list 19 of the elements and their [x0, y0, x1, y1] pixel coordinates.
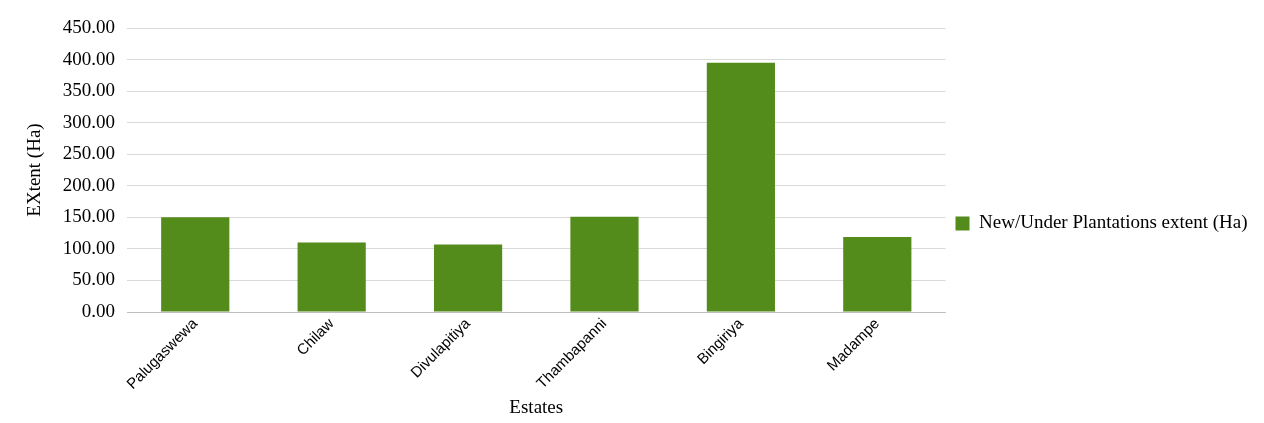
bar	[161, 217, 230, 312]
bar	[570, 216, 639, 312]
y-tick-label: 100.00	[62, 236, 116, 258]
y-tick-label: 450.00	[62, 15, 116, 37]
y-tick-label: 0.00	[81, 300, 116, 322]
bar	[843, 236, 912, 312]
bar	[433, 244, 503, 312]
bar	[706, 62, 775, 312]
y-tick-label: 400.00	[62, 47, 116, 69]
y-tick-label: 250.00	[62, 142, 116, 164]
legend-label: New/Under Plantations extent (Ha)	[979, 211, 1248, 234]
x-axis-title: Estates	[509, 395, 564, 417]
y-tick-label: 350.00	[62, 79, 116, 101]
y-tick-label: 50.00	[72, 268, 116, 290]
y-tick-label: 150.00	[62, 205, 116, 227]
y-tick-label: 300.00	[62, 110, 116, 132]
y-tick-label: 200.00	[62, 173, 116, 195]
y-axis-title: EXtent (Ha)	[23, 123, 46, 217]
bar	[297, 242, 366, 312]
